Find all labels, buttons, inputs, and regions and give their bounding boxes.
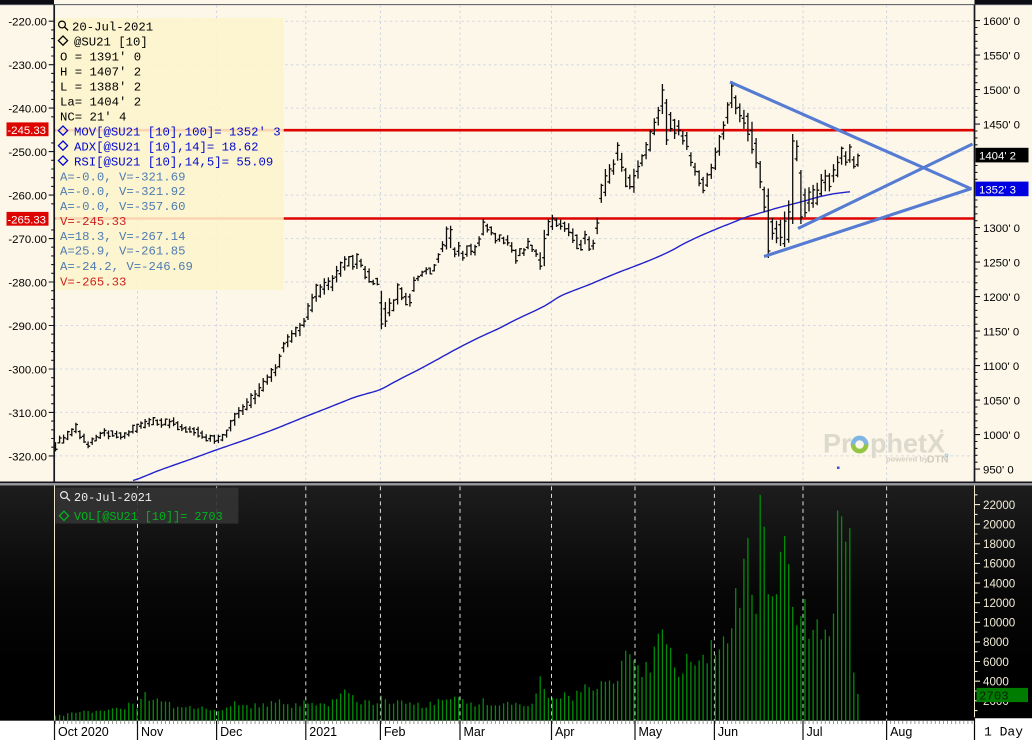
svg-text:RSI[@SU21 [10],14,5]= 55.09: RSI[@SU21 [10],14,5]= 55.09 (74, 155, 273, 169)
svg-text:NC= 21' 4: NC= 21' 4 (60, 110, 126, 124)
svg-text:*: * (940, 428, 945, 440)
svg-text:-300.00: -300.00 (8, 364, 47, 376)
svg-text:-290.00: -290.00 (8, 321, 47, 333)
svg-text:1450' 0: 1450' 0 (983, 120, 1020, 132)
svg-text:-245.33: -245.33 (7, 125, 46, 137)
svg-text:-265.33: -265.33 (7, 214, 46, 226)
svg-text:Pr: Pr (823, 429, 852, 459)
svg-text:A=-0.0, V=-321.69: A=-0.0, V=-321.69 (60, 170, 185, 184)
svg-text:A=18.3, V=-267.14: A=18.3, V=-267.14 (60, 230, 185, 244)
svg-text:MOV[@SU21 [10],100]= 1352' 3: MOV[@SU21 [10],100]= 1352' 3 (74, 125, 281, 139)
svg-text:La= 1404' 2: La= 1404' 2 (60, 95, 141, 109)
svg-text:-260.00: -260.00 (8, 191, 47, 203)
svg-text:Aug: Aug (890, 725, 912, 739)
svg-text:6000: 6000 (983, 656, 1009, 669)
svg-text:950' 0: 950' 0 (983, 465, 1014, 477)
svg-text:V=-265.33: V=-265.33 (60, 275, 126, 289)
svg-text:@SU21 [10]: @SU21 [10] (74, 35, 148, 49)
svg-text:12000: 12000 (983, 597, 1015, 610)
svg-text:1000' 0: 1000' 0 (983, 430, 1020, 442)
svg-text:V=-245.33: V=-245.33 (60, 215, 126, 229)
svg-text:8000: 8000 (983, 636, 1009, 649)
svg-text:1300' 0: 1300' 0 (983, 223, 1020, 235)
svg-text:-230.00: -230.00 (8, 60, 47, 72)
svg-text:A=-0.0, V=-357.60: A=-0.0, V=-357.60 (60, 200, 185, 214)
svg-text:Jul: Jul (807, 725, 823, 739)
svg-text:-280.00: -280.00 (8, 277, 47, 289)
svg-text:-220.00: -220.00 (8, 17, 47, 29)
svg-text:A=25.9, V=-261.85: A=25.9, V=-261.85 (60, 245, 185, 259)
svg-text:Oct 2020: Oct 2020 (58, 725, 109, 739)
svg-text:-310.00: -310.00 (8, 408, 47, 420)
svg-text:1 Day: 1 Day (984, 725, 1023, 740)
svg-text:1352' 3: 1352' 3 (979, 184, 1016, 196)
svg-text:20000: 20000 (983, 519, 1015, 532)
svg-text:1500' 0: 1500' 0 (983, 85, 1020, 97)
svg-text:Dec: Dec (220, 725, 242, 739)
svg-text:powered by: powered by (886, 455, 929, 464)
svg-text:1250' 0: 1250' 0 (983, 258, 1020, 270)
svg-text:VOL[@SU21 [10]]= 2703: VOL[@SU21 [10]]= 2703 (74, 510, 223, 524)
svg-text:4000: 4000 (983, 676, 1009, 689)
svg-text:16000: 16000 (983, 558, 1015, 571)
svg-text:Nov: Nov (141, 725, 164, 739)
svg-text:20-Jul-2021: 20-Jul-2021 (74, 491, 152, 505)
svg-text:ADX[@SU21 [10],14]= 18.62: ADX[@SU21 [10],14]= 18.62 (74, 140, 258, 154)
svg-text:L = 1388' 2: L = 1388' 2 (60, 80, 141, 94)
svg-text:DTN: DTN (927, 454, 949, 466)
svg-text:O = 1391' 0: O = 1391' 0 (60, 50, 141, 64)
svg-text:20-Jul-2021: 20-Jul-2021 (72, 20, 153, 34)
svg-text:1550' 0: 1550' 0 (983, 51, 1020, 63)
svg-text:Apr: Apr (555, 725, 574, 739)
svg-text:14000: 14000 (983, 577, 1015, 590)
svg-text:1404' 2: 1404' 2 (979, 151, 1016, 163)
svg-text:-240.00: -240.00 (8, 104, 47, 116)
svg-text:2021: 2021 (309, 725, 337, 739)
svg-text:10000: 10000 (983, 617, 1015, 630)
svg-text:Feb: Feb (384, 725, 406, 739)
svg-text:1050' 0: 1050' 0 (983, 396, 1020, 408)
svg-text:Mar: Mar (464, 725, 486, 739)
svg-text:A=-24.2, V=-246.69: A=-24.2, V=-246.69 (60, 260, 193, 274)
svg-text:May: May (639, 725, 663, 739)
svg-text:H = 1407' 2: H = 1407' 2 (60, 65, 141, 79)
svg-text:Jun: Jun (718, 725, 738, 739)
svg-text:phetX: phetX (870, 429, 945, 459)
svg-text:2703: 2703 (979, 689, 1009, 703)
svg-text:1600' 0: 1600' 0 (983, 16, 1020, 28)
svg-text:18000: 18000 (983, 538, 1015, 551)
svg-text:-320.00: -320.00 (8, 451, 47, 463)
svg-text:A=-0.0, V=-321.92: A=-0.0, V=-321.92 (60, 185, 185, 199)
svg-text:1150' 0: 1150' 0 (983, 327, 1019, 339)
svg-text:22000: 22000 (983, 499, 1015, 512)
svg-text:-250.00: -250.00 (8, 147, 47, 159)
svg-text:1200' 0: 1200' 0 (983, 292, 1020, 304)
svg-text:-270.00: -270.00 (8, 234, 47, 246)
svg-text:1100' 0: 1100' 0 (983, 361, 1019, 373)
